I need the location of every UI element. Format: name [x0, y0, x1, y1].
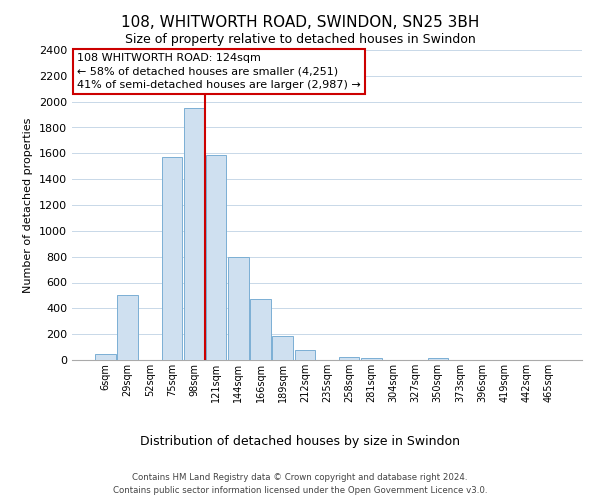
Bar: [206, 154, 226, 360]
Y-axis label: Number of detached properties: Number of detached properties: [23, 118, 34, 292]
Bar: [228, 256, 248, 360]
Bar: [118, 296, 138, 360]
Bar: [250, 298, 271, 360]
Bar: [361, 358, 382, 360]
Bar: [272, 336, 293, 360]
Bar: [95, 354, 116, 360]
Text: Distribution of detached houses by size in Swindon: Distribution of detached houses by size …: [140, 435, 460, 448]
Bar: [428, 358, 448, 360]
Bar: [184, 108, 204, 360]
Text: Size of property relative to detached houses in Swindon: Size of property relative to detached ho…: [125, 32, 475, 46]
Bar: [295, 350, 315, 360]
Text: 108 WHITWORTH ROAD: 124sqm
← 58% of detached houses are smaller (4,251)
41% of s: 108 WHITWORTH ROAD: 124sqm ← 58% of deta…: [77, 53, 361, 90]
Bar: [339, 357, 359, 360]
Text: 108, WHITWORTH ROAD, SWINDON, SN25 3BH: 108, WHITWORTH ROAD, SWINDON, SN25 3BH: [121, 15, 479, 30]
Bar: [161, 157, 182, 360]
Text: Contains HM Land Registry data © Crown copyright and database right 2024.
Contai: Contains HM Land Registry data © Crown c…: [113, 474, 487, 495]
